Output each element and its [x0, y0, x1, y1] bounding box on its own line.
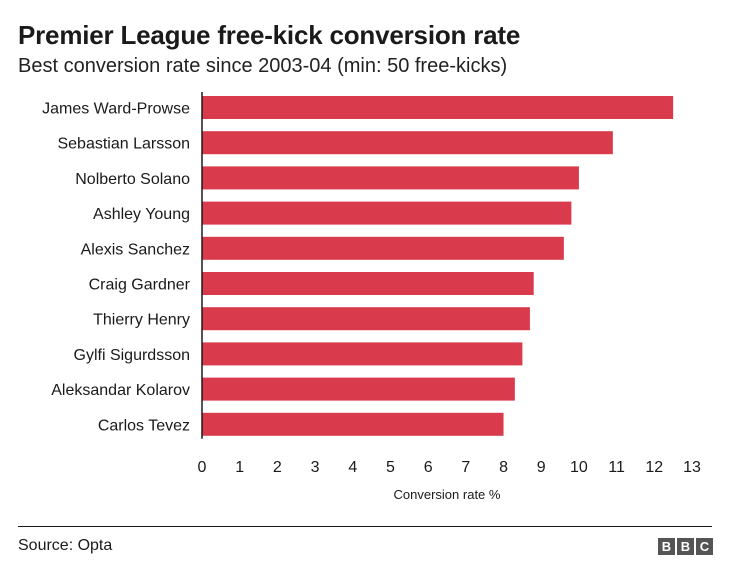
bar-chart: James Ward-Prowse Sebastian Larsson Nolber…	[42, 92, 701, 502]
category-label-8: Gylfi Sigurdsson	[74, 347, 191, 364]
bar-3	[202, 166, 579, 190]
x-tick-label-5: 5	[386, 459, 395, 476]
chart-subtitle: Best conversion rate since 2003-04 (min:…	[18, 55, 508, 77]
bbc-logo-letter-1: B	[658, 538, 675, 555]
x-tick-label-8: 8	[499, 459, 508, 476]
x-tick-label-2: 2	[273, 459, 282, 476]
bar-10	[202, 412, 504, 436]
bar-1	[202, 96, 674, 119]
category-label-7: Thierry Henry	[93, 312, 190, 329]
bar-8	[202, 342, 523, 366]
category-label-2: Sebastian Larsson	[57, 136, 190, 153]
category-label-1: James Ward-Prowse	[42, 101, 190, 118]
x-tick-label-7: 7	[461, 459, 470, 476]
x-tick-label-10: 10	[570, 459, 588, 476]
source-note: Source: Opta	[18, 537, 113, 554]
bbc-logo-letter-2: B	[677, 538, 694, 555]
x-tick-label-4: 4	[348, 459, 357, 476]
bbc-logo: B B C	[658, 538, 713, 555]
bar-5	[202, 236, 564, 260]
category-label-4: Ashley Young	[93, 206, 190, 223]
bar-7	[202, 307, 530, 331]
category-label-3: Nolberto Solano	[75, 171, 190, 188]
footer-divider	[18, 526, 712, 527]
x-tick-label-6: 6	[424, 459, 433, 476]
x-tick-label-3: 3	[311, 459, 320, 476]
category-label-5: Alexis Sanchez	[81, 241, 190, 258]
bbc-logo-letter-3: C	[696, 538, 713, 555]
x-tick-label-9: 9	[537, 459, 546, 476]
bar-4	[202, 201, 572, 225]
category-label-10: Carlos Tevez	[98, 417, 190, 434]
x-tick-label-11: 11	[608, 459, 625, 476]
x-tick-label-12: 12	[645, 459, 663, 476]
x-axis-title: Conversion rate %	[394, 487, 501, 502]
chart-title: Premier League free-kick conversion rate	[18, 20, 521, 50]
x-tick-label-0: 0	[198, 459, 207, 476]
category-label-6: Craig Gardner	[89, 277, 191, 294]
bar-6	[202, 272, 534, 295]
x-tick-label-1: 1	[235, 459, 244, 476]
bar-9	[202, 377, 515, 401]
x-tick-label-13: 13	[683, 459, 701, 476]
category-label-9: Aleksandar Kolarov	[51, 382, 190, 399]
bar-2	[202, 131, 613, 155]
